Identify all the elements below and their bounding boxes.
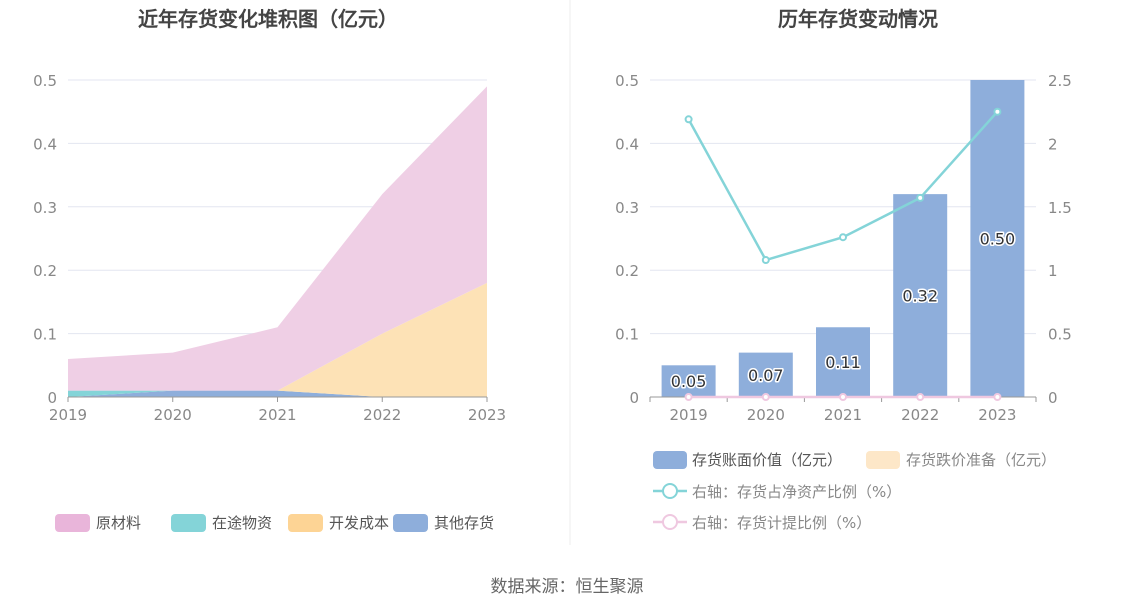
area-series-开发成本 xyxy=(68,282,487,397)
legend-item[interactable]: 右轴：存货计提比例（%） xyxy=(653,514,871,532)
line-point xyxy=(684,393,693,401)
y-tick-label: 0 xyxy=(47,389,57,407)
x-tick-label: 2020 xyxy=(154,406,192,424)
line-point xyxy=(916,393,925,401)
bar xyxy=(893,194,948,397)
x-tick-label: 2022 xyxy=(901,406,939,424)
bar xyxy=(816,327,870,397)
legend-marker xyxy=(662,483,678,499)
y-tick-label: 0.3 xyxy=(33,199,57,217)
bar-data-label: 0.11 xyxy=(825,353,861,372)
bar-data-label: 0.50 xyxy=(980,230,1016,249)
line-point xyxy=(993,393,1002,401)
y-tick-label: 0.5 xyxy=(33,72,57,90)
x-tick-label: 2021 xyxy=(258,406,296,424)
legend-swatch xyxy=(393,514,428,532)
area-series-其他存货 xyxy=(68,390,487,397)
y2-tick-label: 2.5 xyxy=(1048,72,1072,90)
legend-label: 存货跌价准备（亿元） xyxy=(906,451,1056,469)
y2-tick-label: 1 xyxy=(1048,262,1058,280)
legend-item[interactable]: 其他存货 xyxy=(393,514,494,532)
area-series-原材料 xyxy=(68,86,487,391)
left-legend: 原材料 在途物资 开发成本 其他存货 xyxy=(55,514,494,532)
legend-label: 存货账面价值（亿元） xyxy=(692,451,842,469)
x-tick-label: 2023 xyxy=(978,406,1016,424)
y2-tick-label: 2 xyxy=(1048,135,1058,153)
line-point xyxy=(684,115,693,124)
legend-item[interactable]: 右轴：存货占净资产比例（%） xyxy=(653,483,901,501)
y2-tick-label: 1.5 xyxy=(1048,199,1072,217)
legend-label: 开发成本 xyxy=(329,514,389,532)
legend-label: 右轴：存货占净资产比例（%） xyxy=(692,483,901,501)
bar-line-chart: 00.10.20.30.40.500.511.522.50.05 0.070.11… xyxy=(615,72,1072,424)
y-tick-label: 0.4 xyxy=(615,135,639,153)
data-source: 数据来源：恒生聚源 xyxy=(491,577,644,597)
legend-swatch xyxy=(171,514,206,532)
legend-label: 右轴：存货计提比例（%） xyxy=(692,514,871,532)
line-point xyxy=(993,107,1002,116)
x-tick-label: 2020 xyxy=(747,406,785,424)
x-tick-label: 2021 xyxy=(824,406,862,424)
bar-data-label: 0.07 xyxy=(748,366,784,385)
left-chart-title: 近年存货变化堆积图（亿元） xyxy=(138,7,398,31)
y-tick-label: 0.1 xyxy=(615,326,639,344)
y-tick-label: 0.3 xyxy=(615,199,639,217)
bar xyxy=(738,352,793,397)
y-tick-label: 0.2 xyxy=(33,262,57,280)
line-point xyxy=(839,233,847,242)
x-tick-label: 2019 xyxy=(670,406,708,424)
y2-tick-label: 0 xyxy=(1048,389,1058,407)
y2-tick-label: 0.5 xyxy=(1048,326,1072,344)
legend-item[interactable]: 开发成本 xyxy=(288,514,389,532)
legend-swatch xyxy=(866,451,900,469)
legend-swatch xyxy=(653,451,687,469)
y-tick-label: 0.2 xyxy=(615,262,639,280)
x-tick-label: 2023 xyxy=(468,406,506,424)
bar xyxy=(661,365,716,397)
line-point xyxy=(916,193,925,202)
legend-label: 在途物资 xyxy=(212,514,272,532)
bar-data-label: 0.32 xyxy=(902,287,938,306)
y-tick-label: 0 xyxy=(629,389,639,407)
x-tick-label: 2019 xyxy=(49,406,87,424)
legend-swatch xyxy=(288,514,323,532)
stacked-area-chart: 0 0.1 0.2 0.3 0.4 0.5 2019 2020 2021 2022 2023 xyxy=(33,72,506,424)
legend-item[interactable]: 在途物资 xyxy=(171,514,272,532)
legend-item[interactable]: 存货账面价值（亿元） xyxy=(653,451,842,469)
line-point xyxy=(761,256,770,265)
legend-marker xyxy=(662,514,678,530)
right-chart-title: 历年存货变动情况 xyxy=(778,7,938,31)
right-legend: 存货账面价值（亿元） 存货跌价准备（亿元） 右轴：存货占净资产比例（%） 右轴：存货计… xyxy=(653,451,1056,532)
y-tick-label: 0.4 xyxy=(33,135,57,153)
x-tick-label: 2022 xyxy=(363,406,401,424)
y-tick-label: 0.5 xyxy=(615,72,639,90)
line-point xyxy=(839,393,847,401)
legend-swatch xyxy=(55,514,90,532)
legend-label: 原材料 xyxy=(96,514,141,532)
legend-label: 其他存货 xyxy=(434,514,494,532)
bar-data-label: 0.05 xyxy=(671,372,707,391)
y-tick-label: 0.1 xyxy=(33,326,57,344)
line-point xyxy=(761,393,770,401)
legend-item[interactable]: 原材料 xyxy=(55,514,141,532)
legend-item[interactable]: 存货跌价准备（亿元） xyxy=(866,451,1056,469)
